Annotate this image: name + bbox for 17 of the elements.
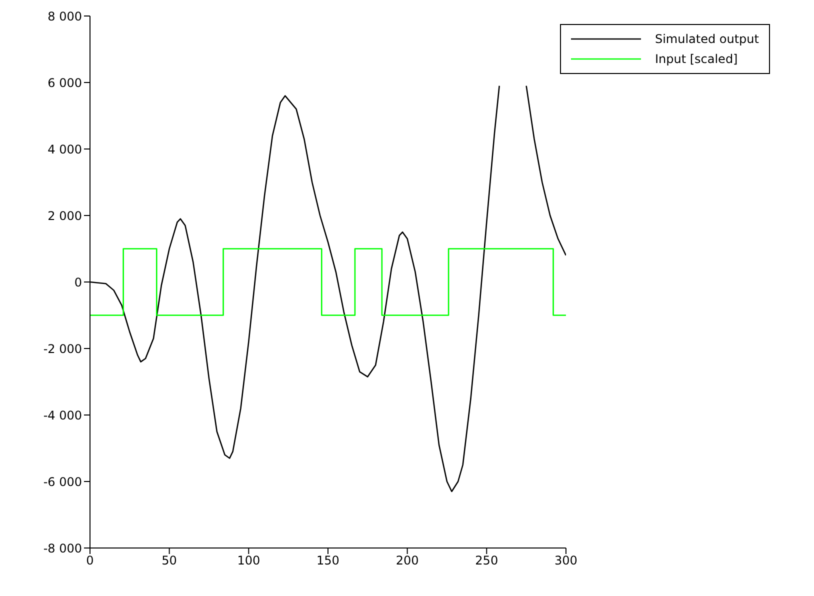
x-tick-label: 300 [554,554,578,568]
x-tick-label: 250 [475,554,498,568]
x-tick-label: 50 [162,554,177,568]
y-tick-label: 0 [74,275,82,290]
y-tick-label: -2 000 [43,342,82,356]
y-tick-label: 6 000 [48,76,82,90]
legend-frame: Simulated output Input [scaled] [560,24,770,74]
y-tick-label: -6 000 [43,474,82,489]
y-tick-label: -4 000 [43,408,82,422]
y-tick-label: -8 000 [43,541,82,556]
x-tick-label: 150 [316,554,340,568]
x-tick-label: 200 [396,554,419,568]
x-tick-label: 0 [86,554,94,568]
y-tick-label: 2 000 [48,208,82,223]
y-tick-label: 8 000 [48,9,82,24]
y-tick-label: 4 000 [48,142,82,156]
x-tick-label: 100 [237,554,260,568]
